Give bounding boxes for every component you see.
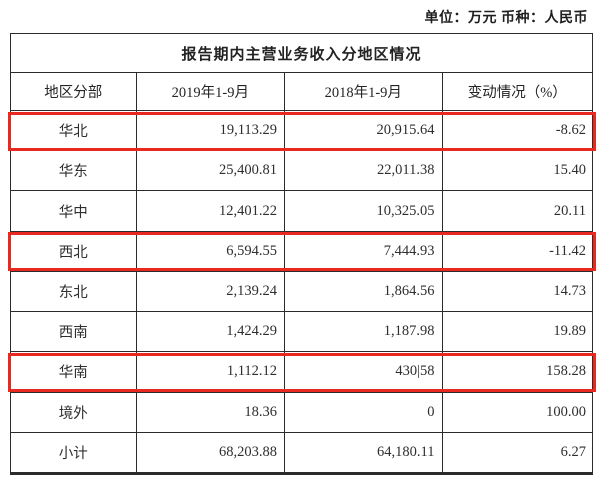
value-2019-cell: 19,113.29 [137,111,286,151]
table-header-row: 地区分部 2019年1-9月 2018年1-9月 变动情况（%） [11,73,592,111]
table-row: 东北 2,139.24 1,864.56 14.73 [11,271,592,313]
value-2019-cell: 6,594.55 [137,231,286,271]
header-region: 地区分部 [11,73,137,110]
value-2019-cell: 1,112.12 [137,352,286,392]
table-row: 境外 18.36 0 100.00 [11,392,592,433]
value-2018-cell: 22,011.38 [285,151,443,191]
table-row: 华南 1,112.12 430|58 158.28 [11,352,592,393]
change-cell: 15.40 [553,162,586,179]
header-2018: 2018年1-9月 [285,73,443,110]
change-cell: 158.28 [546,363,586,380]
change-cell: 100.00 [546,403,586,420]
value-2018-cell: 0 [285,392,443,432]
region-cell: 华南 [11,352,137,392]
region-cell: 境外 [11,392,137,432]
table-row: 华东 25,400.81 22,011.38 15.40 [11,151,592,192]
value-2019-cell: 25,400.81 [137,151,286,191]
value-2018-cell: 1,864.56 [285,271,443,312]
value-2018-cell: 430|58 [285,352,443,392]
region-cell: 西南 [11,312,137,352]
region-cell: 华北 [11,111,137,151]
value-2018-cell: 10,325.05 [285,191,443,231]
value-2019-cell: 1,424.29 [137,312,286,352]
value-2018-cell: 1,187.98 [285,312,443,352]
change-cell: 14.73 [553,282,586,299]
table-row: 西南 1,424.29 1,187.98 19.89 [11,312,592,353]
region-cell: 华东 [11,151,137,191]
value-2019-cell: 2,139.24 [137,271,286,312]
change-cell: 6.27 [560,443,586,460]
region-cell: 华中 [11,191,137,231]
value-2019-cell: 12,401.22 [137,191,286,231]
region-cell: 小计 [11,432,137,472]
change-cell: -8.62 [555,122,586,139]
change-cell: 19.89 [553,323,586,340]
header-change: 变动情况（%） [467,85,567,101]
revenue-by-region-table: 报告期内主营业务收入分地区情况 地区分部 2019年1-9月 2018年1-9月… [8,33,596,475]
value-2018-cell: 20,915.64 [285,111,443,151]
header-2019: 2019年1-9月 [137,73,286,110]
value-2019-cell: 18.36 [137,392,286,432]
table-row: 华北 19,113.29 20,915.64 -8.62 [11,111,592,152]
region-cell: 西北 [11,231,137,271]
change-cell: -11.42 [549,242,586,259]
region-cell: 东北 [11,271,137,312]
table-row: 华中 12,401.22 10,325.05 20.11 [11,191,592,232]
table-row-subtotal: 小计 68,203.88 64,180.11 6.27 [11,432,592,473]
value-2019-cell: 68,203.88 [137,432,286,472]
change-cell: 20.11 [553,202,586,219]
unit-currency-note: 单位：万元 币种：人民币 [424,11,588,26]
table-title: 报告期内主营业务收入分地区情况 [11,34,592,73]
table-row: 西北 6,594.55 7,444.93 -11.42 [11,231,592,272]
value-2018-cell: 64,180.11 [285,432,443,472]
value-2018-cell: 7,444.93 [285,231,443,271]
